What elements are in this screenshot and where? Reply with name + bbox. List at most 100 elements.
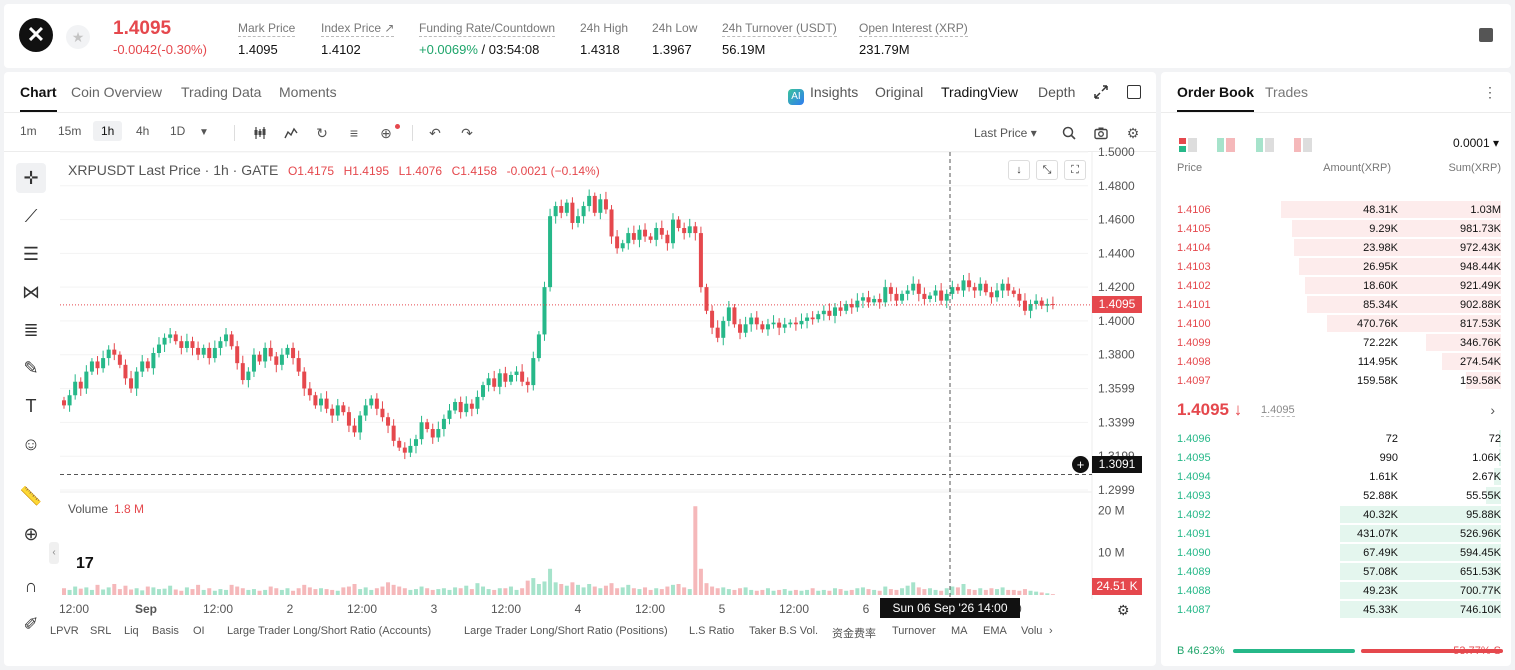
time-tick-label: 12:00 bbox=[347, 602, 377, 616]
collapse-toolbar-icon[interactable]: ‹ bbox=[49, 542, 59, 564]
ask-row[interactable]: 1.4101 85.34K 902.88K bbox=[1161, 295, 1511, 314]
compare-icon[interactable]: ↻ bbox=[316, 125, 328, 141]
view-asks-icon[interactable] bbox=[1294, 137, 1313, 152]
indicator-ls-positions[interactable]: Large Trader Long/Short Ratio (Positions… bbox=[464, 625, 668, 637]
tab-chart[interactable]: Chart bbox=[20, 84, 57, 112]
view-insights[interactable]: AI Insights bbox=[788, 84, 858, 105]
bid-row[interactable]: 1.4093 52.88K 55.55K bbox=[1161, 486, 1511, 505]
volume-bar bbox=[123, 585, 128, 595]
candles-icon[interactable] bbox=[253, 126, 267, 140]
notebook-icon[interactable] bbox=[1479, 28, 1493, 42]
pattern-icon[interactable]: ⋈ bbox=[22, 282, 40, 302]
bid-row[interactable]: 1.4091 431.07K 526.96K bbox=[1161, 524, 1511, 543]
ask-row[interactable]: 1.4097 159.58K 159.58K bbox=[1161, 371, 1511, 390]
view-bids-icon[interactable] bbox=[1255, 137, 1274, 152]
collapse-icon[interactable]: ⤡ bbox=[1036, 160, 1058, 180]
view-both-icon[interactable] bbox=[1179, 137, 1197, 152]
view-depth[interactable]: Depth bbox=[1038, 84, 1076, 100]
ask-row[interactable]: 1.4098 114.95K 274.54K bbox=[1161, 352, 1511, 371]
ask-row[interactable]: 1.4105 9.29K 981.73K bbox=[1161, 219, 1511, 238]
undo-icon[interactable]: ↶ bbox=[429, 125, 441, 141]
ask-row[interactable]: 1.4100 470.76K 817.53K bbox=[1161, 314, 1511, 333]
ask-row[interactable]: 1.4106 48.31K 1.03M bbox=[1161, 200, 1511, 219]
chevron-right-icon[interactable]: › bbox=[1049, 625, 1053, 637]
tab-order-book[interactable]: Order Book bbox=[1177, 84, 1255, 112]
timeframe-15m[interactable]: 15m bbox=[58, 124, 82, 138]
expand-icon[interactable] bbox=[1094, 85, 1108, 99]
favorite-star-icon[interactable]: ★ bbox=[66, 25, 90, 49]
template-icon[interactable]: ≡ bbox=[349, 125, 359, 141]
horizontal-lines-icon[interactable]: ☰ bbox=[22, 244, 40, 264]
timeframe-4h[interactable]: 4h bbox=[136, 124, 150, 138]
chevron-down-icon[interactable]: ▼ bbox=[199, 127, 209, 138]
stat-open-interest[interactable]: Open Interest (XRP) 231.79M bbox=[859, 19, 968, 57]
ask-row[interactable]: 1.4099 72.22K 346.76K bbox=[1161, 333, 1511, 352]
timeframe-1m[interactable]: 1m bbox=[20, 124, 37, 138]
zoom-in-icon[interactable]: ⊕ bbox=[23, 524, 39, 544]
tab-trades[interactable]: Trades bbox=[1265, 84, 1309, 100]
bid-row[interactable]: 1.4087 45.33K 746.10K bbox=[1161, 600, 1511, 619]
gear-icon[interactable]: ⚙ bbox=[1126, 125, 1140, 141]
arrow-down-icon[interactable]: ↓ bbox=[1008, 160, 1030, 180]
tab-coin-overview[interactable]: Coin Overview bbox=[71, 84, 163, 100]
timeframe-1d[interactable]: 1D bbox=[170, 124, 186, 138]
view-original[interactable]: Original bbox=[875, 84, 924, 100]
trend-line-icon[interactable]: ⟋ bbox=[24, 206, 38, 226]
fullscreen-icon[interactable]: ⛶ bbox=[1064, 160, 1086, 180]
ask-row[interactable]: 1.4104 23.98K 972.43K bbox=[1161, 238, 1511, 257]
bid-row[interactable]: 1.4096 72 72 bbox=[1161, 429, 1511, 448]
pencil-lock-icon[interactable]: ✐ bbox=[23, 614, 39, 634]
tab-moments[interactable]: Moments bbox=[279, 84, 337, 100]
indicator-taker-vol[interactable]: Taker B.S Vol. bbox=[749, 625, 819, 637]
precision-select[interactable]: 0.0001 ▾ bbox=[1452, 136, 1499, 150]
indicator-ma[interactable]: MA bbox=[951, 625, 968, 637]
fib-icon[interactable]: ≣ bbox=[23, 320, 39, 340]
more-icon[interactable]: ⋮ bbox=[1483, 84, 1497, 100]
indicator-ls-ratio[interactable]: L.S Ratio bbox=[689, 625, 735, 637]
bid-row[interactable]: 1.4094 1.61K 2.67K bbox=[1161, 467, 1511, 486]
settings-icon[interactable]: ⚙ bbox=[1117, 602, 1130, 618]
text-icon[interactable]: T bbox=[25, 396, 37, 416]
indicator-basis[interactable]: Basis bbox=[152, 625, 179, 637]
ask-row[interactable]: 1.4103 26.95K 948.44K bbox=[1161, 257, 1511, 276]
stat-24h-turnover[interactable]: 24h Turnover (USDT) 56.19M bbox=[722, 19, 837, 57]
redo-icon[interactable]: ↷ bbox=[461, 125, 473, 141]
stat-mark-price[interactable]: Mark Price 1.4095 bbox=[238, 19, 296, 57]
ruler-icon[interactable]: 📏 bbox=[19, 486, 43, 506]
indicator-lpvr[interactable]: LPVR bbox=[50, 625, 79, 637]
candle-body bbox=[883, 287, 888, 303]
bid-row[interactable]: 1.4095 990 1.06K bbox=[1161, 448, 1511, 467]
ask-row[interactable]: 1.4102 18.60K 921.49K bbox=[1161, 276, 1511, 295]
crosshair-icon[interactable]: ✛ bbox=[16, 163, 46, 193]
indicator-funding[interactable]: 资金费率 bbox=[832, 628, 876, 640]
add-indicator-icon[interactable]: ⊕ bbox=[380, 125, 392, 141]
view-split-icon[interactable] bbox=[1217, 137, 1236, 152]
indicator-srl[interactable]: SRL bbox=[90, 625, 112, 637]
bid-row[interactable]: 1.4090 67.49K 594.45K bbox=[1161, 543, 1511, 562]
stat-funding-rate[interactable]: Funding Rate/Countdown +0.0069% / 03:54:… bbox=[419, 19, 556, 57]
tab-trading-data[interactable]: Trading Data bbox=[181, 84, 262, 100]
view-tradingview[interactable]: TradingView bbox=[941, 84, 1019, 100]
add-alert-icon[interactable]: + bbox=[1072, 456, 1089, 473]
indicator-liq[interactable]: Liq bbox=[124, 625, 139, 637]
stat-index-price[interactable]: Index Price ↗ 1.4102 bbox=[321, 19, 395, 57]
bid-row[interactable]: 1.4089 57.08K 651.53K bbox=[1161, 562, 1511, 581]
bid-row[interactable]: 1.4088 49.23K 700.77K bbox=[1161, 581, 1511, 600]
chevron-right-icon[interactable]: › bbox=[1490, 402, 1495, 418]
timeframe-1h[interactable]: 1h bbox=[93, 121, 123, 141]
row-sum: 817.53K bbox=[1460, 318, 1501, 330]
indicator-volume[interactable]: Volu bbox=[1021, 625, 1043, 637]
indicator-icon[interactable] bbox=[284, 126, 298, 140]
indicator-ls-accounts[interactable]: Large Trader Long/Short Ratio (Accounts) bbox=[227, 625, 432, 637]
price-type-select[interactable]: Last Price ▾ bbox=[974, 126, 1037, 140]
brush-icon[interactable]: ✎ bbox=[23, 358, 39, 378]
camera-icon[interactable] bbox=[1094, 126, 1108, 140]
bid-row[interactable]: 1.4092 40.32K 95.88K bbox=[1161, 505, 1511, 524]
search-icon[interactable] bbox=[1062, 126, 1076, 140]
indicator-turnover[interactable]: Turnover bbox=[892, 625, 936, 637]
indicator-ema[interactable]: EMA bbox=[983, 625, 1007, 637]
window-icon[interactable] bbox=[1127, 85, 1141, 99]
indicator-oi[interactable]: OI bbox=[193, 625, 205, 637]
magnet-icon[interactable]: ∩ bbox=[24, 576, 38, 596]
emoji-icon[interactable]: ☺ bbox=[21, 434, 41, 454]
